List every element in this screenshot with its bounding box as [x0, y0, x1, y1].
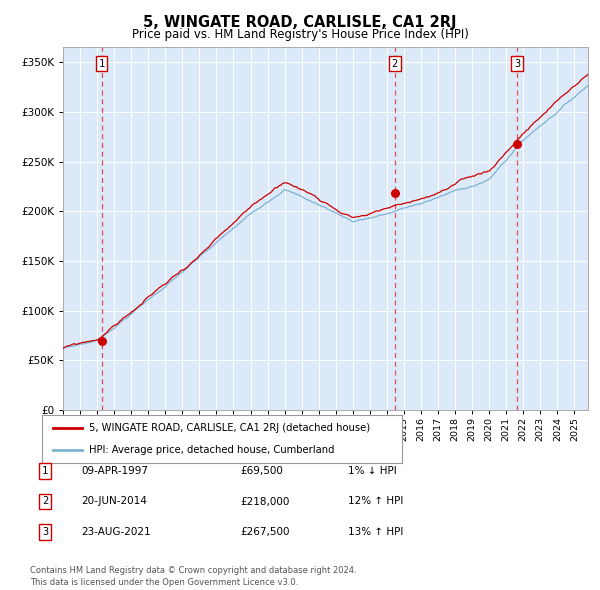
Text: £267,500: £267,500: [240, 527, 290, 537]
Text: 2: 2: [42, 497, 48, 506]
Text: HPI: Average price, detached house, Cumberland: HPI: Average price, detached house, Cumb…: [89, 445, 334, 455]
Text: 1: 1: [98, 58, 105, 68]
Text: 5, WINGATE ROAD, CARLISLE, CA1 2RJ (detached house): 5, WINGATE ROAD, CARLISLE, CA1 2RJ (deta…: [89, 423, 370, 433]
Text: 5, WINGATE ROAD, CARLISLE, CA1 2RJ: 5, WINGATE ROAD, CARLISLE, CA1 2RJ: [143, 15, 457, 30]
Text: £69,500: £69,500: [240, 466, 283, 476]
Text: £218,000: £218,000: [240, 497, 289, 506]
Text: 09-APR-1997: 09-APR-1997: [81, 466, 148, 476]
Text: 20-JUN-2014: 20-JUN-2014: [81, 497, 147, 506]
Text: 3: 3: [42, 527, 48, 537]
Text: 23-AUG-2021: 23-AUG-2021: [81, 527, 151, 537]
Text: Contains HM Land Registry data © Crown copyright and database right 2024.
This d: Contains HM Land Registry data © Crown c…: [30, 566, 356, 587]
Text: Price paid vs. HM Land Registry's House Price Index (HPI): Price paid vs. HM Land Registry's House …: [131, 28, 469, 41]
Text: 1: 1: [42, 466, 48, 476]
Text: 2: 2: [392, 58, 398, 68]
Text: 3: 3: [514, 58, 520, 68]
Text: 12% ↑ HPI: 12% ↑ HPI: [348, 497, 403, 506]
Text: 13% ↑ HPI: 13% ↑ HPI: [348, 527, 403, 537]
Text: 1% ↓ HPI: 1% ↓ HPI: [348, 466, 397, 476]
